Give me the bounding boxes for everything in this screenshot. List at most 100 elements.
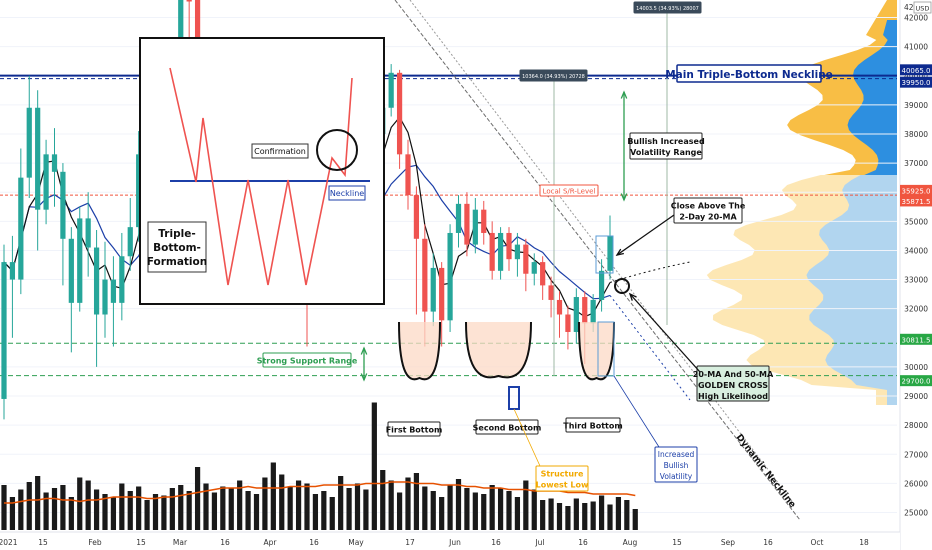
- time-tick-label: May: [348, 538, 364, 547]
- second-bottom-label-text-line: Second Bottom: [473, 424, 542, 433]
- volume-bar: [514, 497, 521, 530]
- main-neckline-label-box: [676, 64, 822, 83]
- bullish-range-label-text-line: Volatility Range: [630, 148, 702, 157]
- price-label-text: 35925.0: [902, 187, 931, 195]
- candle: [388, 64, 394, 117]
- candle-body: [481, 209, 487, 233]
- volume-bar: [582, 503, 588, 530]
- candle-body: [136, 154, 142, 228]
- local-sr-label-text: Local S/R-Level: [543, 188, 596, 196]
- candle-body: [1, 262, 7, 399]
- candle-body: [60, 171, 66, 239]
- third-bottom-label-text: Third Bottom: [563, 422, 622, 431]
- volume-bar: [237, 480, 243, 530]
- third-bottom-cup-fill: [579, 322, 614, 380]
- volume-bar: [102, 494, 108, 530]
- volume-bar: [506, 491, 512, 530]
- candle: [598, 259, 605, 312]
- price-label-bg: [900, 64, 932, 76]
- second-bottom-label-box: [475, 419, 539, 435]
- candle-body: [119, 256, 125, 303]
- currency-label: USD: [916, 5, 930, 13]
- candle: [119, 232, 125, 321]
- close-above-box: [595, 235, 614, 274]
- candle: [506, 227, 512, 271]
- candle-body: [489, 232, 495, 271]
- second-bottom-cup-fill: [466, 322, 531, 378]
- candle-body: [531, 262, 537, 274]
- candle: [110, 256, 117, 347]
- third-bottom-label-text-line: Third Bottom: [563, 422, 622, 431]
- time-tick-label: 15: [672, 538, 682, 547]
- strong-support-label-text-line: Strong Support Range: [257, 357, 358, 366]
- candle-body: [514, 244, 521, 260]
- first-bottom-label-box: [387, 421, 441, 437]
- price-tick-label: 40000: [904, 72, 928, 81]
- price-label: 30811.5: [900, 333, 932, 345]
- volume-bar: [127, 491, 133, 530]
- volume-bar: [329, 497, 335, 530]
- time-tick-label: 16: [763, 538, 773, 547]
- volume-bar: [60, 485, 66, 530]
- inset-confirmation-box: [251, 143, 309, 159]
- candle-body: [396, 72, 403, 155]
- candle-body: [110, 279, 117, 303]
- volume-bar: [211, 492, 218, 530]
- candle-body: [26, 107, 32, 178]
- measure-mid-tag-box: [519, 69, 588, 82]
- candle: [26, 75, 32, 199]
- candle-body: [388, 72, 394, 108]
- candle: [481, 200, 487, 245]
- candle-body: [607, 235, 613, 271]
- inset-pattern-line: [169, 67, 353, 286]
- second-bottom-cup-outline: [465, 321, 532, 379]
- candle-body: [51, 154, 58, 172]
- candle-body: [573, 297, 579, 332]
- golden-cross-label-text: 20-MA And 50-MA GOLDEN CROSS High Likeliho…: [693, 370, 774, 401]
- volume-bar: [573, 498, 579, 530]
- dynamic-neckline-text: Dynamic Neckline: [734, 433, 798, 510]
- inset-confirmation-text: Confirmation: [254, 147, 306, 156]
- candle: [523, 238, 529, 292]
- volume-bar: [430, 491, 436, 530]
- price-label: 39950.0: [900, 76, 932, 88]
- time-tick-label: 2021: [0, 538, 18, 547]
- close-above-label-text-line: Close Above The: [671, 202, 746, 211]
- candle: [9, 235, 16, 338]
- price-tick-label: 38000: [904, 130, 928, 139]
- measure-top-tag-box: [633, 1, 702, 14]
- price-label-text: 35871.5: [902, 198, 931, 206]
- time-tick-label: 18: [859, 538, 869, 547]
- volume-bar: [220, 486, 226, 530]
- increased-volatility-label-text-line: Increased: [658, 450, 695, 459]
- inset-title-line: Formation: [147, 256, 207, 268]
- candle: [531, 253, 537, 286]
- ma-20-projection: [609, 261, 691, 283]
- bullish-range-label-box: [629, 132, 703, 160]
- inset-confirmation-circle: [316, 129, 358, 171]
- candle-body: [430, 267, 436, 312]
- volume-bar: [262, 477, 268, 530]
- golden-cross-label-text-line: 20-MA And 50-MA: [693, 370, 774, 379]
- price-tick-label: 30000: [904, 363, 928, 372]
- time-tick-label: 17: [405, 538, 415, 547]
- time-tick-label: Mar: [173, 538, 188, 547]
- increased-volatility-label-text-line: Volatility: [660, 472, 693, 481]
- candle: [497, 227, 504, 280]
- volume-profile: [706, 0, 897, 405]
- volume-bar: [354, 483, 361, 530]
- volume-bar: [338, 476, 344, 530]
- price-tick-label: 35000: [904, 217, 928, 226]
- structure-low-label-text: Structure Lowest Low: [536, 470, 589, 490]
- main-neckline-label-text: Main Triple-Bottom Neckline: [665, 69, 833, 81]
- first-bottom-cup-outline: [398, 321, 441, 381]
- structure-connector: [513, 408, 541, 467]
- price-tick-label: 39000: [904, 101, 928, 110]
- volume-bar: [287, 486, 293, 530]
- candle: [1, 244, 7, 420]
- volume-bar: [481, 494, 487, 530]
- candle: [93, 230, 100, 367]
- price-tick-label: 41000: [904, 43, 928, 52]
- volume-bar: [270, 462, 276, 530]
